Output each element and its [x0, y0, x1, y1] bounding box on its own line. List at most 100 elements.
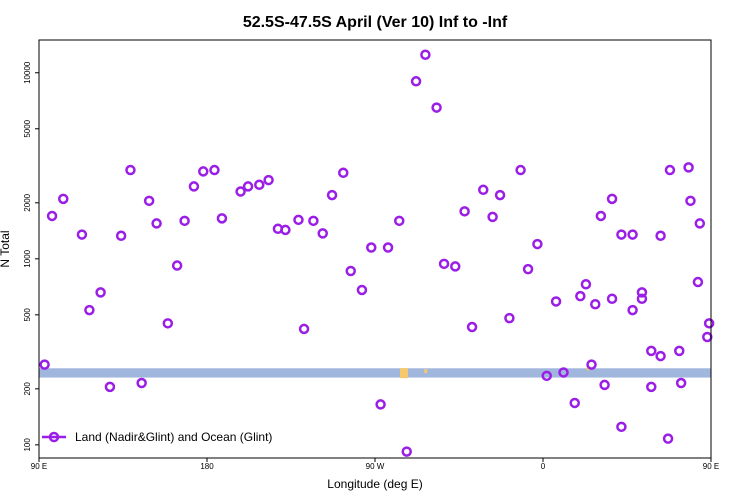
y-axis-label: N Total	[0, 230, 12, 267]
data-point	[575, 290, 586, 302]
data-point	[522, 263, 534, 275]
data-point	[674, 345, 685, 357]
data-point	[636, 287, 648, 298]
land-patch	[400, 368, 408, 379]
data-point	[95, 287, 106, 298]
data-point	[438, 258, 450, 270]
data-point	[636, 293, 648, 305]
data-point	[683, 162, 694, 173]
data-point	[298, 323, 310, 335]
data-point	[504, 312, 515, 324]
data-point	[515, 164, 526, 176]
land-patch	[424, 369, 428, 374]
data-point	[58, 193, 69, 205]
data-point	[580, 278, 592, 290]
data-point	[46, 210, 58, 222]
data-point	[338, 167, 349, 179]
data-point	[151, 218, 162, 229]
data-point	[590, 298, 601, 310]
data-point	[675, 377, 687, 389]
data-point	[242, 181, 254, 192]
data-band	[39, 368, 711, 378]
legend-marker	[48, 431, 60, 443]
data-point	[569, 397, 580, 409]
y-tick-label: 500	[23, 308, 32, 322]
data-point	[487, 211, 498, 223]
x-tick-label: 90 E	[703, 462, 719, 471]
data-point	[235, 186, 246, 197]
horizontal-band	[39, 368, 711, 378]
data-point	[646, 381, 657, 393]
data-points	[39, 49, 715, 457]
y-tick-label: 5000	[23, 119, 32, 137]
data-point	[345, 265, 356, 277]
data-point	[136, 377, 147, 389]
x-axis-ticks: 90 E 180 90 W 0 90 E	[31, 458, 719, 471]
data-point	[216, 213, 228, 224]
data-point	[694, 218, 706, 229]
data-point	[366, 242, 377, 253]
x-axis-label: Longitude (deg E)	[327, 477, 422, 491]
data-point	[115, 230, 127, 242]
data-point	[179, 215, 190, 227]
data-point	[662, 433, 674, 444]
x-tick-label: 0	[541, 462, 546, 471]
data-point	[541, 370, 552, 382]
data-point	[143, 195, 155, 207]
data-point	[606, 193, 618, 205]
legend-label: Land (Nadir&Glint) and Ocean (Glint)	[75, 430, 272, 444]
data-point	[104, 381, 116, 393]
data-point	[664, 164, 676, 176]
data-point	[532, 238, 543, 250]
y-tick-label: 200	[23, 382, 32, 396]
data-point	[401, 446, 412, 457]
data-point	[356, 284, 368, 296]
data-point	[627, 229, 638, 240]
data-point	[646, 345, 657, 357]
data-point	[188, 181, 200, 192]
data-point	[703, 318, 715, 329]
y-tick-label: 10000	[23, 61, 32, 84]
chart-title: 52.5S-47.5S April (Ver 10) Inf to -Inf	[243, 14, 508, 31]
y-tick-label: 2000	[23, 193, 32, 211]
data-point	[125, 164, 136, 176]
data-point	[550, 296, 562, 307]
data-point	[280, 224, 291, 236]
data-point	[382, 242, 394, 253]
data-point	[39, 359, 50, 370]
data-point	[616, 229, 627, 240]
data-point	[326, 189, 338, 201]
data-point	[627, 304, 638, 316]
data-point	[606, 293, 618, 305]
data-point	[254, 179, 265, 191]
data-point	[420, 49, 431, 60]
data-point	[616, 421, 627, 433]
data-point	[494, 189, 506, 201]
data-point	[410, 76, 422, 87]
data-point	[655, 230, 666, 242]
data-point	[655, 350, 666, 362]
x-tick-label: 180	[200, 462, 214, 471]
data-point	[685, 195, 696, 207]
data-point	[209, 164, 220, 176]
data-point	[450, 261, 461, 272]
data-point	[586, 359, 597, 370]
data-point	[308, 215, 319, 227]
data-point	[317, 228, 328, 239]
y-tick-label: 100	[23, 438, 32, 452]
data-point	[558, 367, 569, 378]
y-axis-ticks: 100 200 500 1000 2000 5000 10000	[23, 61, 39, 452]
data-point	[198, 166, 209, 177]
data-point	[595, 210, 607, 222]
data-point	[293, 214, 304, 226]
data-point	[84, 304, 95, 316]
data-point	[459, 206, 470, 217]
data-point	[375, 399, 386, 410]
data-point	[702, 331, 713, 343]
data-point	[171, 260, 183, 271]
y-tick-label: 1000	[23, 249, 32, 267]
data-point	[263, 174, 274, 186]
data-point	[599, 379, 610, 391]
x-tick-label: 90 W	[366, 462, 385, 471]
